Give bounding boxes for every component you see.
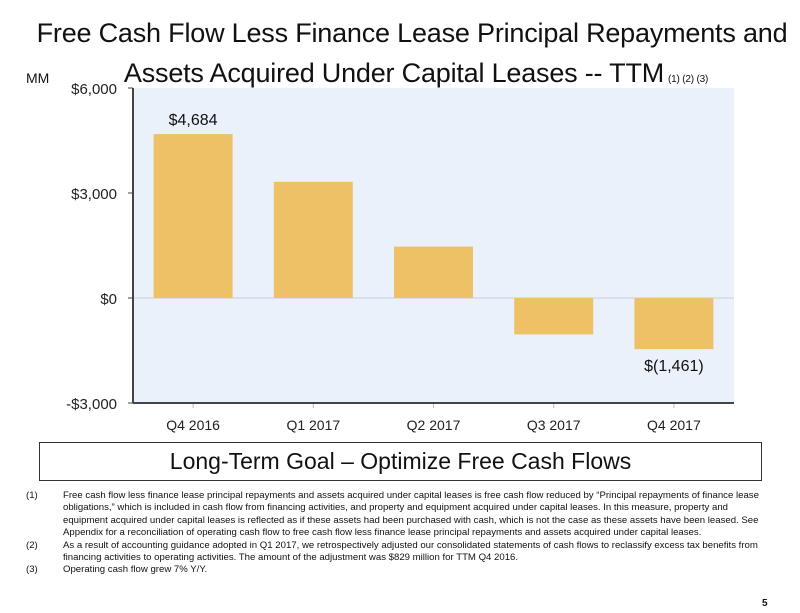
x-ticks-group: Q4 2016 Q1 2017 Q2 2017 Q3 2017 Q4 2017 — [166, 403, 701, 433]
footnote-2: (2) As a result of accounting guidance a… — [26, 540, 766, 565]
bar-q1-2017 — [273, 181, 353, 298]
x-tick-label: Q4 2016 — [166, 417, 220, 433]
chart-title-line-2: Assets Acquired Under Capital Leases -- … — [16, 58, 800, 89]
plot-background — [133, 88, 734, 403]
bar-q4-2017 — [634, 298, 714, 350]
footnote-number: (3) — [26, 564, 38, 576]
y-tick-label: $6,000 — [71, 81, 117, 98]
unit-label: MM — [26, 70, 50, 86]
bar-q3-2017 — [514, 298, 594, 335]
title-footnote-refs: (1) (2) (3) — [668, 74, 709, 85]
y-ticks-group: -$3,000 $0 $3,000 $6,000 — [66, 81, 133, 413]
bar-q4-2016 — [153, 134, 233, 298]
page-number: 5 — [762, 598, 768, 609]
long-term-goal-box: Long-Term Goal – Optimize Free Cash Flow… — [39, 442, 762, 481]
y-tick-label: $0 — [100, 291, 117, 308]
data-label: $(1,461) — [644, 358, 704, 375]
x-tick-label: Q4 2017 — [647, 417, 701, 433]
x-tick-label: Q2 2017 — [407, 417, 461, 433]
bar-q2-2017 — [394, 246, 473, 298]
chart-title-line-1: Free Cash Flow Less Finance Lease Princi… — [36, 18, 788, 48]
footnote-text: As a result of accounting guidance adopt… — [63, 539, 758, 564]
x-tick-label: Q3 2017 — [527, 417, 581, 433]
data-label: $4,684 — [169, 112, 218, 129]
footnote-text: Operating cash flow grew 7% Y/Y. — [63, 564, 208, 576]
bar-chart: -$3,000 $0 $3,000 $6,000 Q4 2016 Q1 2017 Q2 2… — [66, 81, 734, 433]
data-labels-group: $4,684 $(1,461) — [169, 112, 704, 375]
footnote-number: (2) — [26, 539, 38, 551]
footnote-1: (1) Free cash flow less finance lease pr… — [26, 490, 766, 540]
y-tick-label: -$3,000 — [66, 396, 117, 413]
y-tick-label: $3,000 — [71, 186, 117, 203]
footnote-text: Free cash flow less finance lease princi… — [63, 490, 759, 539]
footnote-3: (3) Operating cash flow grew 7% Y/Y. — [26, 564, 766, 576]
x-tick-label: Q1 2017 — [286, 417, 340, 433]
footnote-number: (1) — [26, 490, 38, 501]
bars-group — [153, 134, 714, 350]
footnotes: (1) Free cash flow less finance lease pr… — [26, 490, 766, 577]
chart-title-line-2-text: Assets Acquired Under Capital Leases -- … — [123, 58, 665, 88]
